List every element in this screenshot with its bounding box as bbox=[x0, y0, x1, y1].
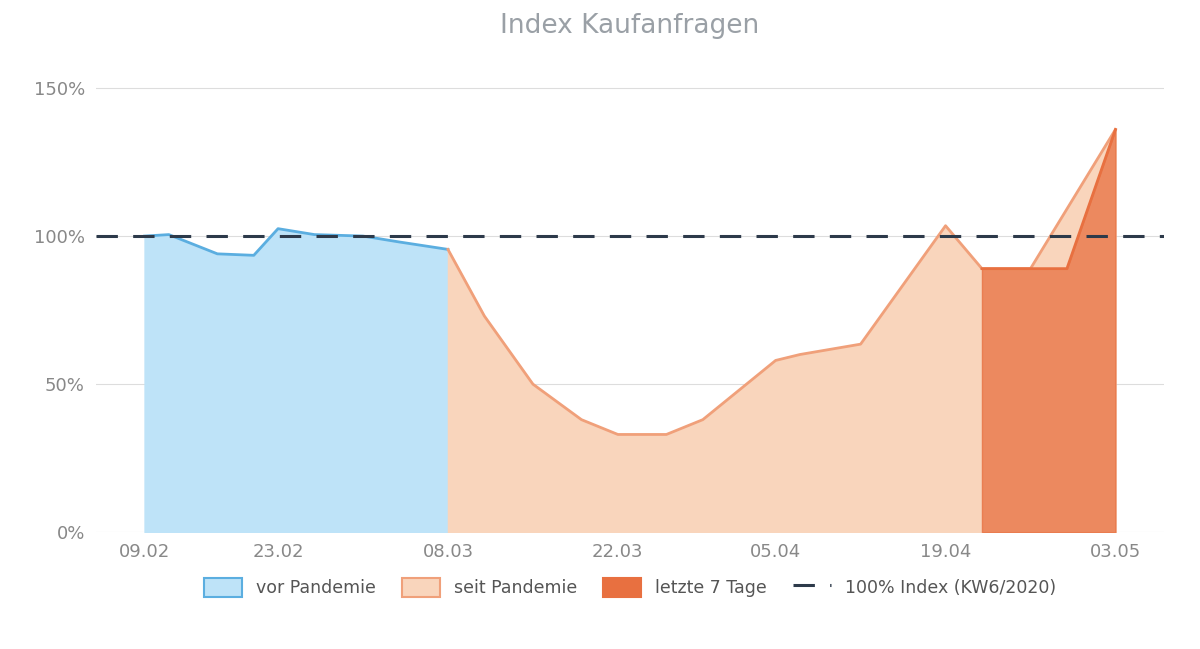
Title: Index Kaufanfragen: Index Kaufanfragen bbox=[500, 14, 760, 40]
Legend: vor Pandemie, seit Pandemie, letzte 7 Tage, 100% Index (KW6/2020): vor Pandemie, seit Pandemie, letzte 7 Ta… bbox=[197, 571, 1063, 604]
